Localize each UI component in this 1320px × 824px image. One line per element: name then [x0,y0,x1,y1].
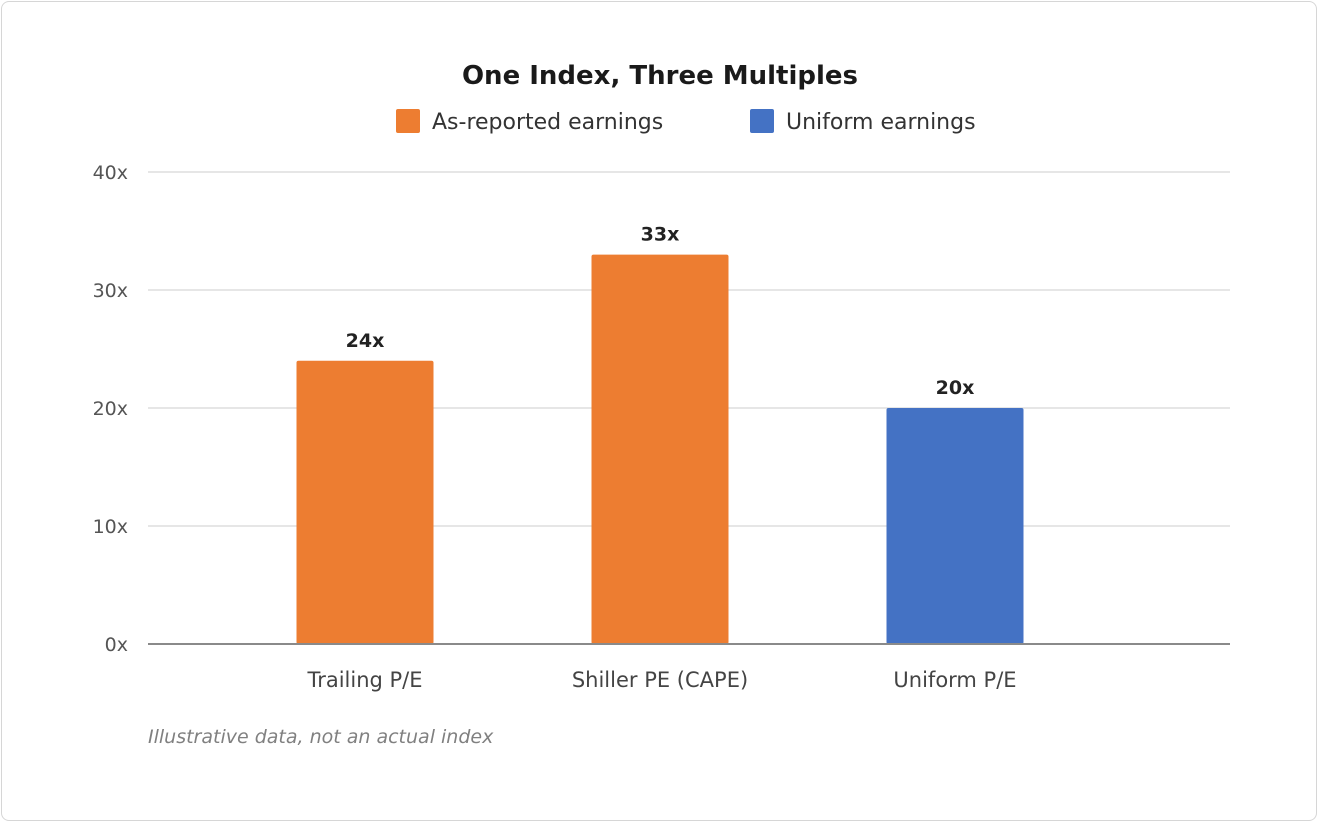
bars [296,254,1024,644]
legend-label-as-reported: As-reported earnings [432,110,663,135]
bar [886,408,1024,644]
y-tick-label: 10x [93,516,128,538]
x-axis: Trailing P/E Shiller PE (CAPE) Uniform P/E [148,643,1230,692]
y-tick-label: 30x [93,280,128,302]
chart-title: One Index, Three Multiples [462,61,858,91]
footnote: Illustrative data, not an actual index [148,726,494,748]
y-tick-label: 0x [105,634,128,656]
x-tick-label: Shiller PE (CAPE) [572,668,748,692]
legend-label-uniform: Uniform earnings [786,110,976,135]
x-tick-label: Trailing P/E [306,668,422,692]
data-label: 20x [936,377,975,399]
y-axis: 0x 10x 20x 30x 40x [93,162,128,656]
bar [296,360,434,644]
legend: As-reported earnings Uniform earnings [396,109,976,135]
data-label: 33x [641,224,680,246]
data-label: 24x [346,330,385,352]
y-tick-label: 40x [93,162,128,184]
bar [591,254,729,644]
legend-swatch-as-reported [396,109,420,133]
data-labels: 24x 33x 20x [346,224,975,399]
legend-swatch-uniform [750,109,774,133]
x-tick-label: Uniform P/E [893,668,1016,692]
y-tick-label: 20x [93,398,128,420]
